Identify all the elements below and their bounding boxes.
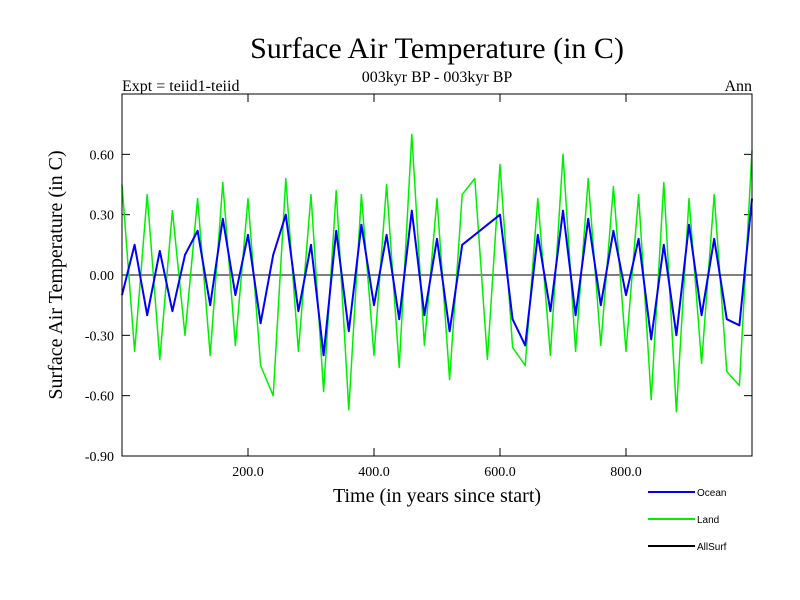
series-lines [121, 133, 753, 413]
chart-title: Surface Air Temperature (in C) [250, 32, 624, 65]
series-line-ocean [121, 198, 753, 357]
x-tick-label: 800.0 [610, 465, 642, 480]
legend: Ocean Land AllSurf [648, 488, 727, 553]
y-tick-label: 0.00 [90, 269, 115, 284]
y-tick-label: 0.30 [90, 209, 115, 224]
legend-label-allsurf: AllSurf [697, 542, 727, 553]
x-tick-label: 600.0 [484, 465, 516, 480]
chart-subtitle: 003kyr BP - 003kyr BP [362, 69, 513, 86]
legend-label-land: Land [697, 515, 719, 526]
y-tick-label: -0.30 [85, 329, 114, 344]
expt-label: Expt = teiid1-teiid [122, 78, 239, 95]
x-tick-label: 400.0 [358, 465, 390, 480]
x-tick-label: 200.0 [232, 465, 264, 480]
plot-frame [121, 93, 753, 457]
y-axis-label: Surface Air Temperature (in C) [45, 150, 67, 399]
y-tick-label: -0.60 [85, 390, 114, 405]
y-tick-labels: -0.90 -0.60 -0.30 0.00 0.30 0.60 [85, 148, 114, 465]
series-line-land [121, 133, 753, 413]
x-tick-labels: 200.0 400.0 600.0 800.0 [232, 465, 642, 480]
x-axis-label: Time (in years since start) [333, 485, 541, 507]
axis-ticks [122, 94, 752, 457]
period-label: Ann [724, 78, 752, 95]
y-tick-label: -0.90 [85, 450, 114, 465]
y-tick-label: 0.60 [90, 148, 115, 163]
legend-label-ocean: Ocean [697, 488, 726, 499]
